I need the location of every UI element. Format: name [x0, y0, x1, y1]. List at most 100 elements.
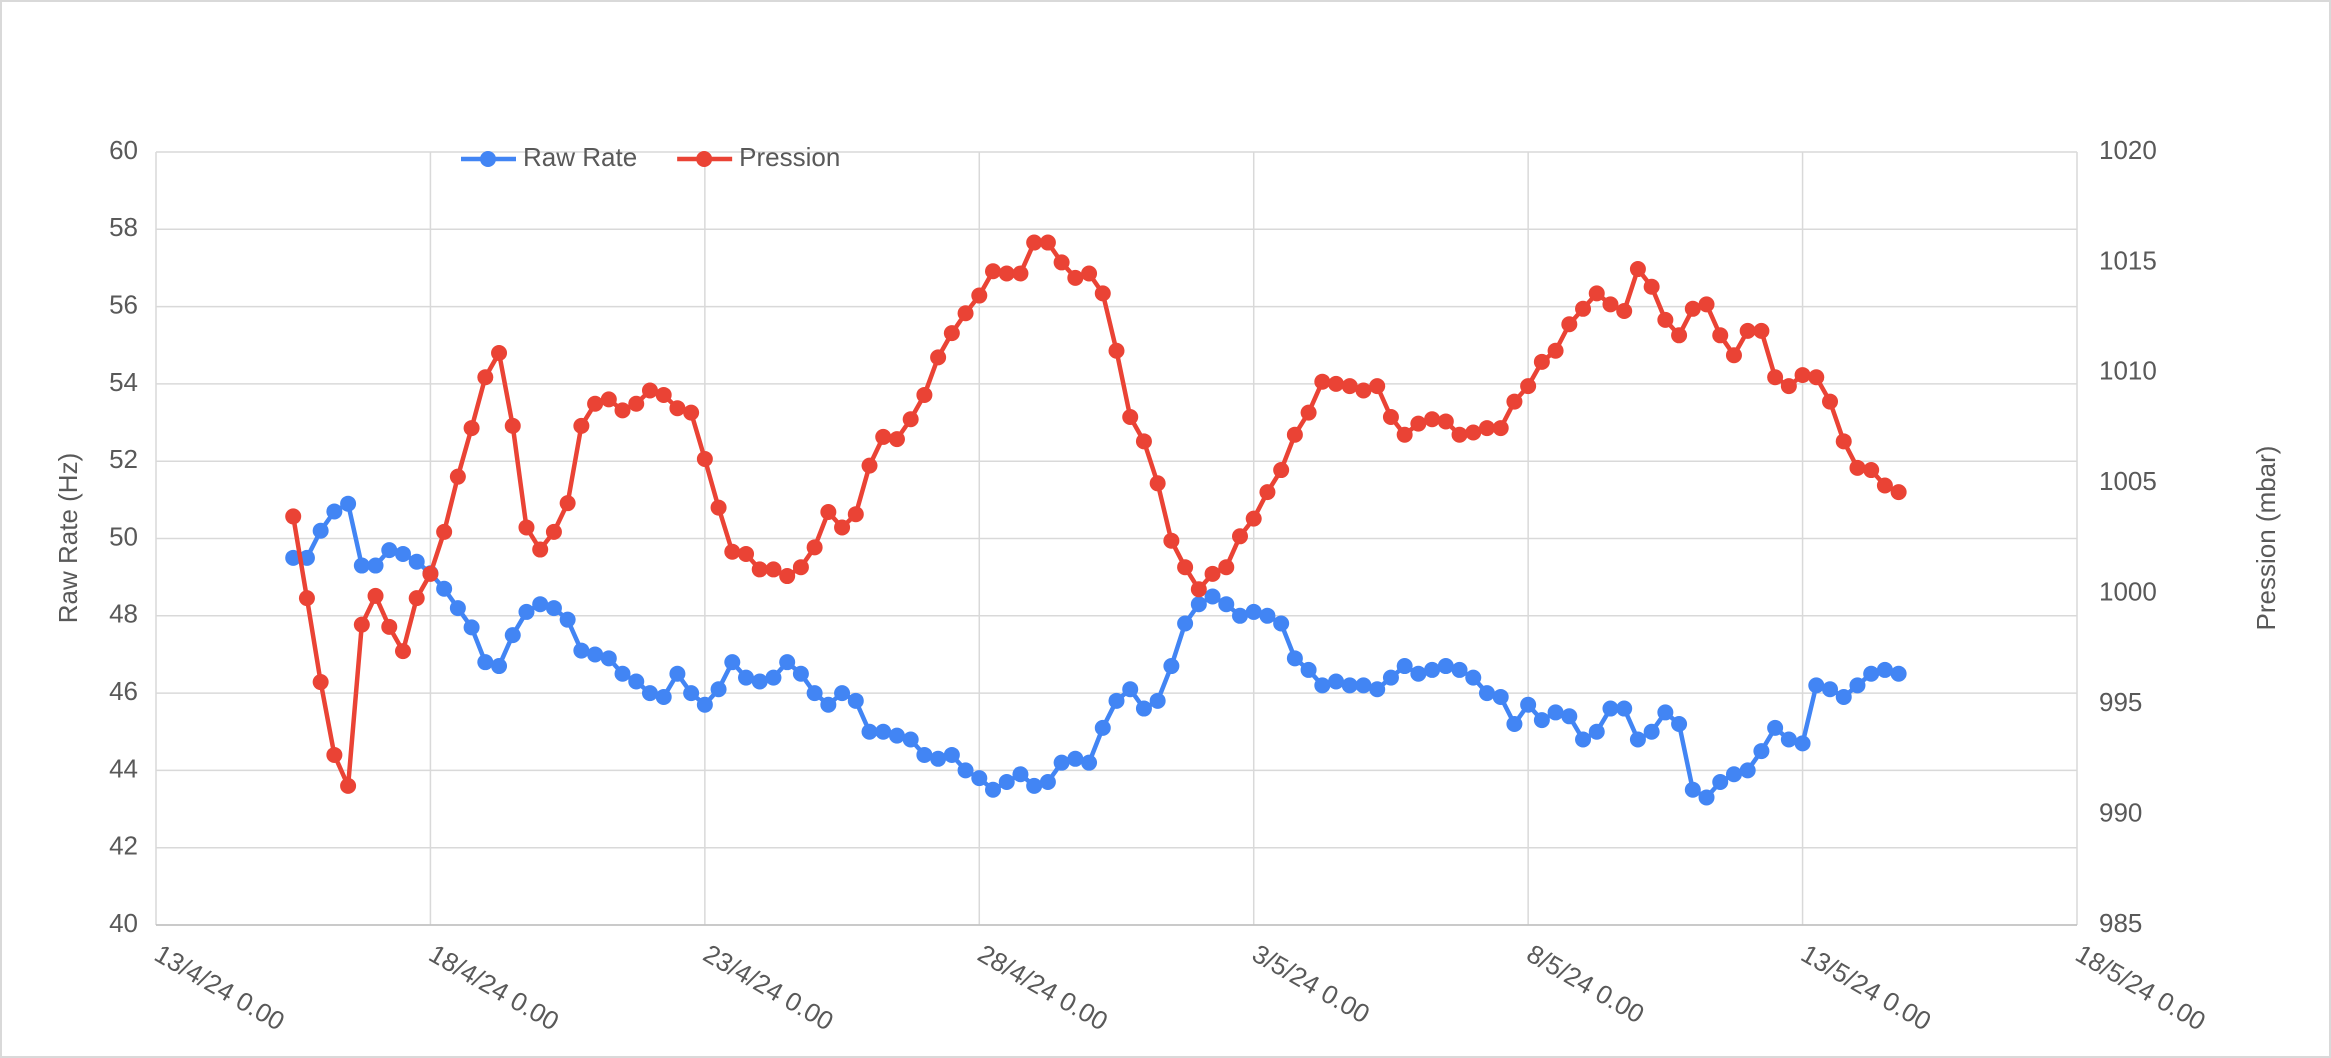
data-point — [1245, 603, 1262, 620]
data-point — [1122, 681, 1139, 698]
data-point — [1533, 353, 1550, 370]
data-point — [724, 654, 741, 671]
data-point — [1012, 265, 1029, 282]
data-point — [1712, 773, 1729, 790]
y-tick-label: 56 — [109, 289, 138, 319]
data-point — [1876, 661, 1893, 678]
data-point — [504, 417, 521, 434]
data-point — [1218, 559, 1235, 576]
data-point — [449, 468, 466, 485]
data-point — [1314, 373, 1331, 390]
data-point — [1382, 669, 1399, 686]
data-point — [614, 402, 631, 419]
y-tick-label: 54 — [109, 367, 138, 397]
data-point — [655, 688, 672, 705]
data-point — [532, 541, 549, 558]
legend-label: Pression — [739, 142, 840, 172]
data-point — [1465, 669, 1482, 686]
data-point — [655, 386, 672, 403]
data-point — [1204, 588, 1221, 605]
data-point — [1671, 327, 1688, 344]
y-tick-label: 40 — [109, 908, 138, 938]
data-point — [1369, 681, 1386, 698]
data-point — [765, 669, 782, 686]
data-point — [1081, 265, 1098, 282]
data-point — [1588, 285, 1605, 302]
data-point — [587, 395, 604, 412]
data-point — [1177, 559, 1194, 576]
data-point — [1355, 677, 1372, 694]
data-point — [1135, 433, 1152, 450]
data-point — [477, 654, 494, 671]
data-point — [1437, 658, 1454, 675]
data-point — [1547, 342, 1564, 359]
data-point — [1204, 565, 1221, 582]
data-point — [1478, 420, 1495, 437]
data-point — [1451, 426, 1468, 443]
legend-label: Raw Rate — [523, 142, 637, 172]
data-point — [1725, 766, 1742, 783]
data-point — [408, 553, 425, 570]
data-point — [792, 665, 809, 682]
data-point — [614, 665, 631, 682]
data-point — [669, 400, 686, 417]
data-point — [1273, 615, 1290, 632]
data-point — [326, 503, 343, 520]
data-point — [1739, 762, 1756, 779]
data-point — [888, 727, 905, 744]
data-point — [1492, 420, 1509, 437]
data-point — [943, 746, 960, 763]
data-point — [436, 580, 453, 597]
data-point — [738, 545, 755, 562]
data-point — [1890, 665, 1907, 682]
data-point — [326, 746, 343, 763]
data-point — [1314, 677, 1331, 694]
data-point — [1643, 723, 1660, 740]
data-point — [1822, 393, 1839, 410]
data-point — [875, 723, 892, 740]
data-point — [847, 506, 864, 523]
data-point — [1561, 708, 1578, 725]
y2-tick-label: 995 — [2099, 687, 2142, 717]
data-point — [463, 619, 480, 636]
data-point — [518, 519, 535, 536]
data-point — [1410, 415, 1427, 432]
data-point — [394, 643, 411, 660]
data-point — [312, 674, 329, 691]
data-point — [1177, 615, 1194, 632]
y2-tick-label: 1010 — [2099, 356, 2157, 386]
data-point — [1053, 254, 1070, 271]
data-point — [1218, 596, 1235, 613]
data-point — [1506, 393, 1523, 410]
data-point — [1863, 462, 1880, 479]
data-point — [600, 391, 617, 408]
data-point — [381, 618, 398, 635]
data-point — [902, 411, 919, 428]
y2-tick-label: 1005 — [2099, 466, 2157, 496]
data-point — [738, 669, 755, 686]
data-point — [1767, 369, 1784, 386]
data-point — [367, 587, 384, 604]
data-point — [1547, 704, 1564, 721]
data-point — [683, 404, 700, 421]
y-axis-title: Raw Rate (Hz) — [53, 453, 83, 623]
data-point — [1122, 409, 1139, 426]
data-point — [1081, 754, 1098, 771]
data-point — [641, 685, 658, 702]
data-point — [1643, 278, 1660, 295]
data-point — [463, 420, 480, 437]
data-point — [1794, 735, 1811, 752]
data-point — [518, 603, 535, 620]
data-point — [943, 325, 960, 342]
legend-item: Raw Rate — [461, 142, 637, 172]
data-point — [491, 344, 508, 361]
data-point — [930, 349, 947, 366]
data-point — [985, 781, 1002, 798]
data-point — [1135, 700, 1152, 717]
data-point — [1328, 673, 1345, 690]
data-point — [779, 568, 796, 585]
data-point — [1671, 716, 1688, 733]
